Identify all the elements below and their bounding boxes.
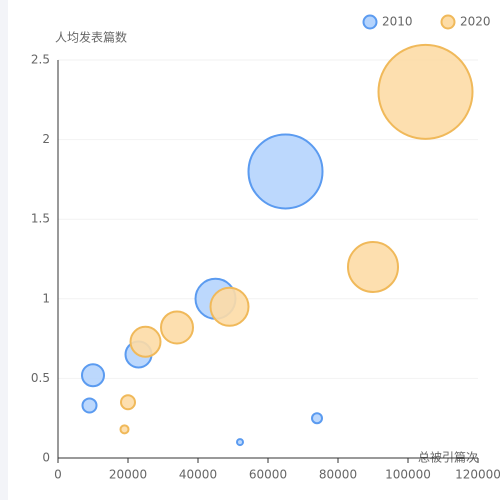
y-tick-label: 2: [42, 132, 50, 146]
y-tick-label: 0: [42, 451, 50, 465]
bubble: [377, 43, 474, 140]
bubble: [236, 438, 244, 447]
bubble: [129, 325, 162, 358]
bubble: [311, 412, 323, 425]
x-tick-label: 0: [54, 468, 62, 482]
legend-marker: [362, 14, 378, 30]
side-strip: [0, 0, 8, 500]
x-tick-label: 120000: [455, 468, 500, 482]
x-tick-label: 60000: [249, 468, 287, 482]
y-tick-label: 1.5: [31, 212, 50, 226]
x-tick-label: 20000: [109, 468, 147, 482]
y-axis-label: 人均发表篇数: [55, 30, 127, 45]
y-tick-label: 0.5: [31, 371, 50, 385]
x-axis-label: 总被引篇次: [418, 450, 478, 465]
x-tick-label: 80000: [319, 468, 357, 482]
bubble: [247, 133, 324, 210]
bubble: [81, 397, 98, 414]
bubble: [119, 424, 130, 435]
y-tick-label: 1: [42, 291, 50, 305]
legend-label[interactable]: 2010: [382, 15, 413, 29]
legend-label[interactable]: 2020: [460, 15, 491, 29]
bubble: [209, 286, 250, 327]
x-tick-label: 40000: [179, 468, 217, 482]
y-tick-label: 2.5: [31, 53, 50, 67]
legend-marker: [440, 14, 456, 30]
x-tick-label: 100000: [385, 468, 431, 482]
bubble: [347, 240, 399, 293]
bubble: [160, 310, 194, 345]
bubble: [120, 394, 136, 411]
bubble: [81, 363, 105, 388]
